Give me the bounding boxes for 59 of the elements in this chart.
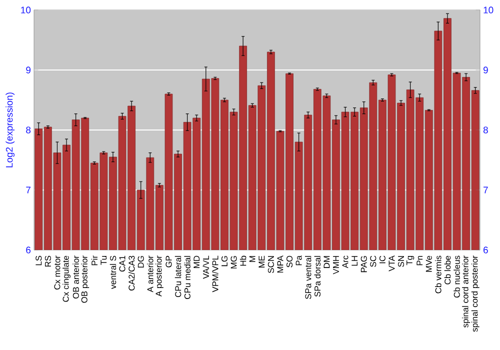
x-tick-label: VMH: [333, 256, 339, 274]
x-tick-label: RS: [44, 256, 51, 267]
x-tick-label: CPu lateral: [174, 256, 182, 298]
x-tick-label: Cb nucleus: [454, 256, 460, 298]
x-tick-label: OB anterior: [72, 256, 79, 299]
x-tick-label: Cb vermis: [435, 256, 442, 294]
y-tick-label: 6: [26, 246, 31, 254]
y2-tick-label: 8: [483, 126, 488, 134]
y-tick-label: 10: [21, 6, 31, 14]
x-tick-label: Tu: [100, 256, 107, 265]
y2-tick-label: 9: [483, 66, 488, 74]
x-tick-label: spinal cord posterior: [471, 256, 480, 332]
x-tick-label: LG: [221, 256, 228, 266]
x-tick-label: A anterior: [147, 256, 154, 292]
x-tick-label: IC: [379, 256, 386, 264]
y2-tick-label: 6: [484, 246, 488, 254]
x-tick-label: CA2/CA3: [128, 256, 135, 290]
x-tick-label: Cx cingulate: [62, 256, 70, 302]
x-tick-label: CPu medial: [184, 256, 190, 299]
y2-tick-label: 10: [484, 6, 494, 14]
x-tick-label: ventral S: [110, 256, 116, 289]
x-tick-label: VPM/VPL: [212, 256, 218, 292]
x-tick-label: Cb lobe: [444, 256, 451, 284]
x-tick-label: spinal cord anterior: [462, 256, 470, 328]
x-tick-label: Tg: [406, 256, 414, 266]
x-tick-label: LS: [36, 256, 42, 266]
x-tick-label: DM: [324, 256, 330, 268]
x-tick-label: MG: [230, 256, 237, 268]
x-tick-label: M: [249, 256, 256, 262]
x-tick-label: DG: [138, 256, 144, 268]
x-tick-label: ME: [258, 256, 265, 268]
x-tick-label: OB posterior: [81, 256, 90, 303]
x-tick-label: MD: [194, 256, 200, 268]
x-tick-label: SPa ventral: [304, 256, 312, 299]
x-tick-label: PAG: [360, 256, 367, 272]
x-tick-label: Cx motor: [54, 256, 60, 290]
x-tick-label: MPA: [277, 255, 284, 273]
x-tick-label: GP: [166, 256, 172, 268]
x-tick-label: VTA: [388, 255, 395, 272]
x-tick-label: SPa dorsal: [314, 256, 321, 297]
y-axis-title: Log2 (expression): [6, 92, 15, 168]
y-tick-label: 7: [26, 186, 30, 194]
x-tick-label: A posterior: [155, 256, 164, 297]
x-tick-label: SC: [370, 256, 376, 267]
y2-tick-label: 7: [484, 186, 488, 194]
x-tick-label: Pa: [296, 255, 302, 266]
x-tick-label: SO: [286, 256, 293, 268]
x-tick-label: Pn: [416, 256, 423, 266]
x-tick-label: VA/VL: [202, 256, 210, 279]
x-tick-label: CA1: [119, 256, 126, 272]
x-tick-label: SCN: [268, 256, 274, 274]
x-tick-label: Hb: [240, 256, 246, 266]
x-tick-label: Arc: [342, 256, 348, 268]
x-tick-label: Pir: [91, 256, 98, 266]
x-tick-label: SN: [398, 256, 404, 267]
x-tick-label: LH: [352, 256, 358, 266]
x-tick-label: MVe: [426, 256, 432, 272]
y-tick-label: 8: [26, 126, 31, 134]
y-tick-label: 9: [26, 66, 31, 74]
